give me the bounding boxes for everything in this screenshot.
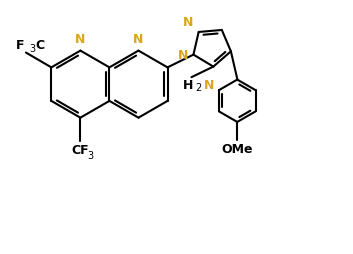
Text: N: N [178,49,189,62]
Text: N: N [183,17,194,29]
Text: 3: 3 [87,151,93,161]
Text: 2: 2 [196,83,202,93]
Text: N: N [75,33,85,45]
Text: F: F [16,39,24,52]
Text: 3: 3 [29,44,36,54]
Text: C: C [36,39,45,52]
Text: CF: CF [72,144,89,157]
Text: N: N [133,33,144,45]
Text: OMe: OMe [221,142,253,155]
Text: H: H [183,78,193,91]
Text: N: N [204,78,214,91]
